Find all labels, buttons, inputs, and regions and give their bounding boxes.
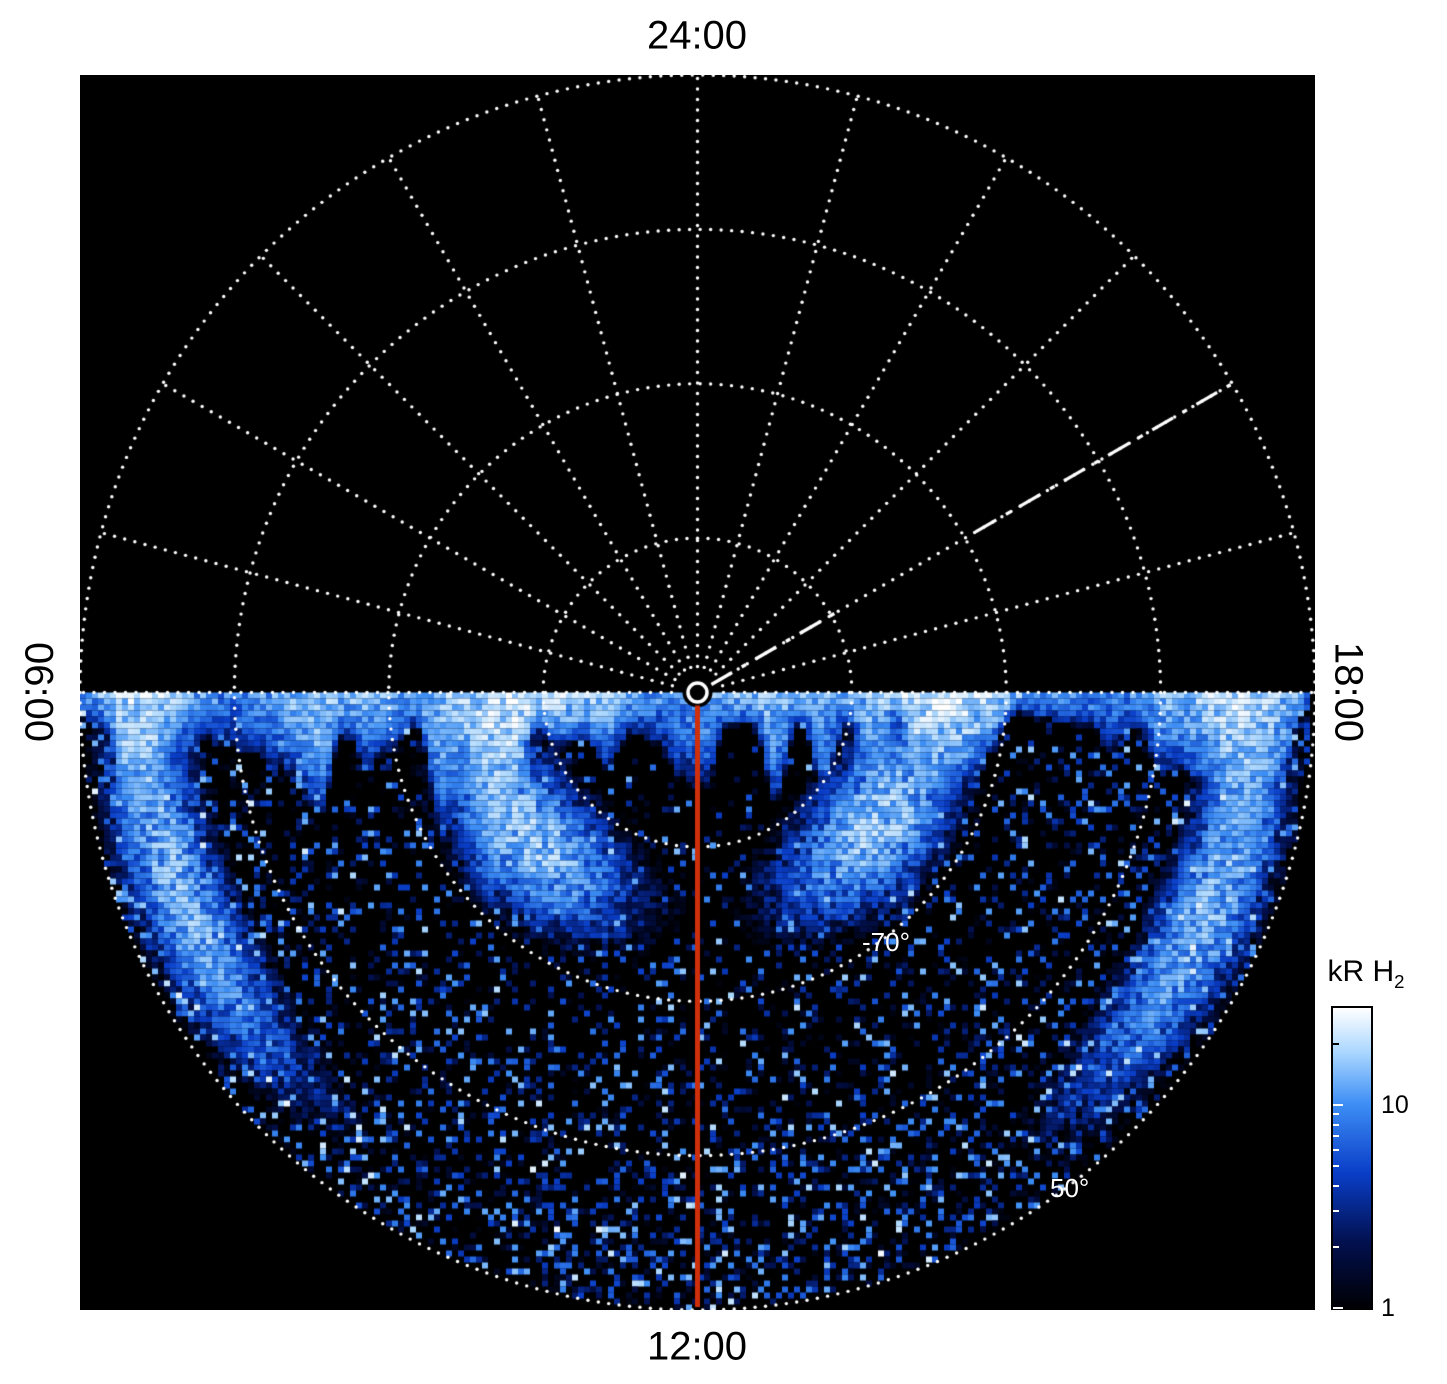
colorbar-tick: [1333, 1210, 1339, 1213]
colorbar-tick-label: 10: [1381, 1090, 1409, 1119]
colorbar-gradient: [1331, 1006, 1373, 1310]
latitude-ring-label-70: -70°: [862, 927, 910, 957]
colorbar-title-subscript: 2: [1394, 971, 1405, 992]
polar-plot-area: -70° 50°: [80, 75, 1315, 1310]
colorbar: 10 1: [1331, 1006, 1443, 1322]
colorbar-tick: [1333, 1103, 1343, 1106]
colorbar-tick: [1333, 1245, 1339, 1248]
hour-label-1200: 12:00: [646, 1324, 748, 1369]
colorbar-tick-label: 1: [1381, 1294, 1395, 1322]
colorbar-tick: [1333, 1123, 1339, 1126]
colorbar-tick: [1333, 1184, 1339, 1187]
colorbar-tick: [1333, 1148, 1339, 1151]
colorbar-tick: [1333, 1135, 1339, 1138]
colorbar-tick: [1333, 1042, 1339, 1045]
colorbar-title-text: kR H: [1327, 955, 1395, 988]
colorbar-tick: [1333, 1307, 1343, 1309]
colorbar-tick: [1333, 1113, 1339, 1116]
aurora-polar-map-canvas: [80, 75, 1315, 1310]
colorbar-title: kR H2: [1327, 955, 1404, 993]
latitude-ring-label-50: 50°: [1050, 1173, 1090, 1203]
hour-label-1800: 18:00: [1326, 641, 1371, 743]
hour-label-2400: 24:00: [646, 13, 748, 58]
colorbar-tick: [1333, 1165, 1339, 1168]
hour-label-0600: 06:00: [16, 641, 61, 743]
